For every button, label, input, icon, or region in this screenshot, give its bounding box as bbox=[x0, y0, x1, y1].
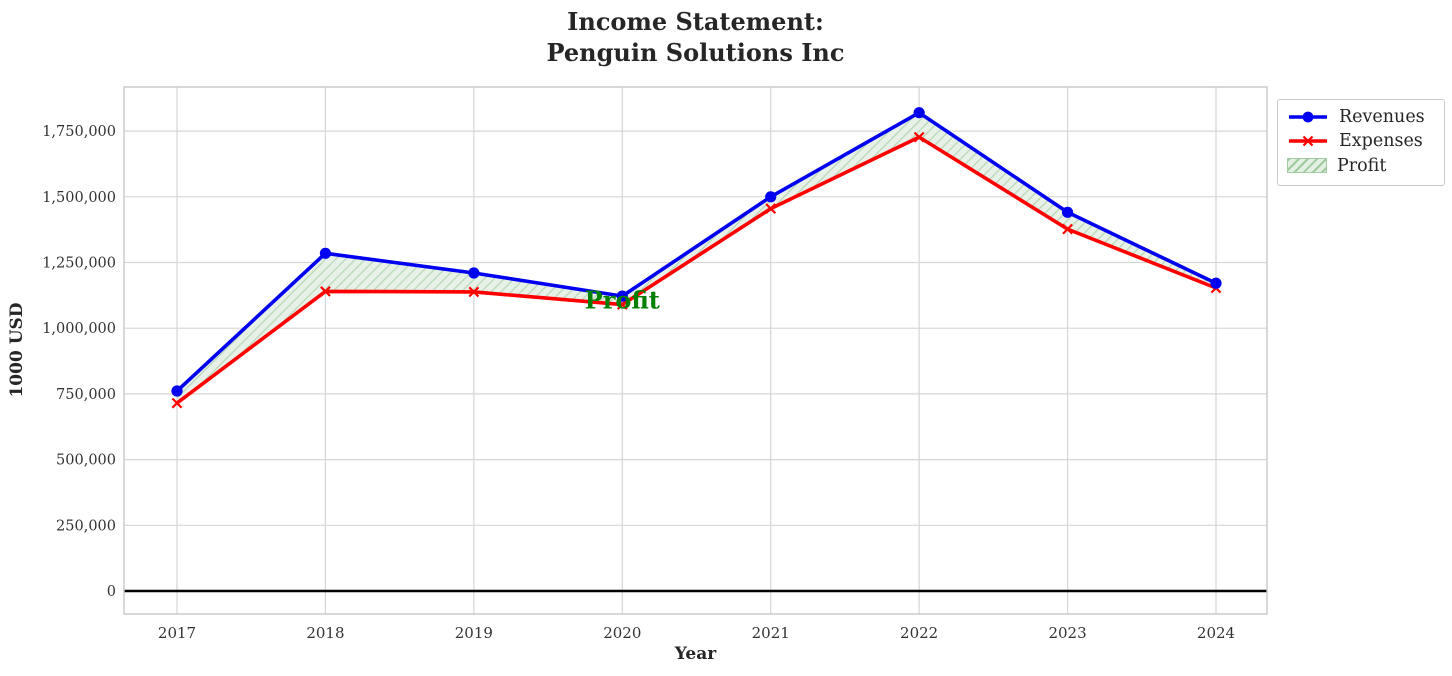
x-tick-label: 2022 bbox=[900, 624, 938, 642]
x-tick-label: 2017 bbox=[158, 624, 196, 642]
expenses-marker bbox=[913, 131, 925, 143]
x-tick-label: 2018 bbox=[306, 624, 344, 642]
revenues-marker bbox=[616, 290, 628, 302]
revenues-line bbox=[175, 110, 1217, 393]
revenues-marker bbox=[765, 191, 777, 203]
revenues-line-swatch bbox=[1287, 108, 1329, 126]
revenues-marker bbox=[171, 385, 183, 397]
legend-label-profit: Profit bbox=[1337, 155, 1387, 176]
plot-background bbox=[124, 87, 1267, 614]
x-tick-label: 2024 bbox=[1197, 624, 1235, 642]
expenses-marker bbox=[171, 397, 183, 409]
legend-label-expenses: Expenses bbox=[1339, 131, 1423, 152]
legend-item-profit: Profit bbox=[1287, 154, 1432, 178]
legend-label-revenues: Revenues bbox=[1339, 107, 1425, 128]
y-tick-label: 750,000 bbox=[56, 387, 116, 403]
revenues-marker bbox=[913, 107, 925, 119]
revenues-marker bbox=[1210, 277, 1222, 289]
revenues-marker bbox=[319, 247, 332, 259]
y-tick-label: 0 bbox=[107, 584, 116, 600]
expenses-marker bbox=[616, 299, 628, 310]
profit-hatch-swatch bbox=[1287, 158, 1327, 174]
y-tick-label: 1,500,000 bbox=[42, 190, 116, 206]
expenses-marker bbox=[765, 203, 777, 215]
expenses-line-swatch bbox=[1287, 132, 1329, 150]
y-tick-label: 1,000,000 bbox=[42, 321, 116, 337]
legend-item-expenses: Expenses bbox=[1287, 129, 1432, 153]
revenues-marker bbox=[468, 267, 480, 279]
expenses-marker bbox=[320, 286, 331, 297]
expenses-marker bbox=[468, 286, 480, 298]
y-tick-label: 1,250,000 bbox=[42, 256, 116, 272]
x-tick-label: 2021 bbox=[752, 624, 790, 642]
chart-title: Income Statement: Penguin Solutions Inc bbox=[124, 6, 1267, 68]
x-tick-label: 2023 bbox=[1048, 624, 1086, 642]
y-tick-label: 500,000 bbox=[56, 453, 116, 469]
expenses-marker bbox=[1062, 223, 1073, 235]
expenses-line bbox=[175, 135, 1217, 405]
y-tick-label: 1,750,000 bbox=[42, 124, 116, 140]
revenues-marker bbox=[1061, 206, 1074, 218]
x-axis-label: Year bbox=[674, 644, 717, 664]
legend-item-revenues: Revenues bbox=[1287, 105, 1432, 129]
chart-title-line2: Penguin Solutions Inc bbox=[546, 38, 845, 67]
legend: Revenues Expenses Profit bbox=[1277, 99, 1445, 186]
x-tick-label: 2020 bbox=[603, 624, 641, 642]
x-tick-label: 2019 bbox=[455, 624, 493, 642]
y-axis-label: 1000 USD bbox=[7, 302, 27, 398]
y-tick-label: 250,000 bbox=[56, 518, 116, 534]
plot-border bbox=[123, 86, 1268, 615]
profit-annotation: Profit bbox=[585, 285, 660, 314]
chart-title-line1: Income Statement: bbox=[567, 7, 824, 36]
